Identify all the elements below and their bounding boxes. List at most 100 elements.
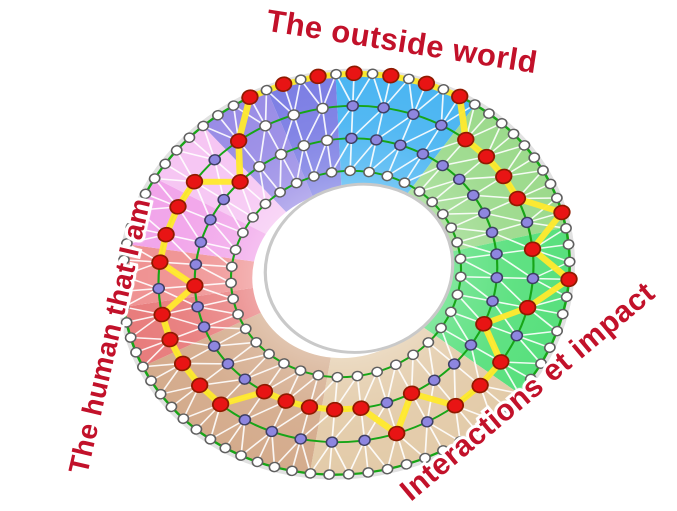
outer-ring-node[interactable] [251, 456, 264, 468]
outer-ring-node[interactable] [260, 84, 273, 96]
outer-ring-node[interactable] [116, 286, 129, 297]
outer-ring-node[interactable] [551, 325, 563, 337]
score-node[interactable] [508, 190, 527, 207]
score-node[interactable] [475, 315, 493, 332]
mid-ring-node[interactable] [208, 154, 222, 166]
outer-ring-node[interactable] [286, 465, 298, 477]
mid-ring-node[interactable] [394, 139, 407, 151]
outer-ring-node[interactable] [563, 256, 576, 268]
outer-ring-node[interactable] [437, 84, 450, 95]
inner-ring-node[interactable] [381, 170, 394, 182]
score-node[interactable] [231, 173, 249, 190]
outer-ring-node[interactable] [437, 445, 449, 456]
outer-ring-node[interactable] [227, 100, 240, 111]
score-node[interactable] [300, 399, 319, 416]
mid-ring-node[interactable] [526, 272, 540, 285]
score-node[interactable] [388, 425, 406, 442]
mid-ring-node[interactable] [486, 295, 499, 307]
mid-ring-node[interactable] [464, 339, 478, 351]
score-node[interactable] [274, 76, 293, 93]
outer-ring-node[interactable] [400, 459, 413, 470]
inner-ring-node[interactable] [371, 366, 384, 378]
mid-ring-node[interactable] [297, 139, 311, 152]
score-node[interactable] [553, 204, 571, 221]
outer-ring-node[interactable] [148, 173, 161, 184]
inner-ring-node[interactable] [290, 177, 303, 189]
mid-ring-node[interactable] [294, 433, 308, 445]
mid-ring-node[interactable] [447, 358, 461, 370]
outer-ring-node[interactable] [219, 442, 232, 454]
mid-ring-node[interactable] [477, 207, 491, 219]
score-node[interactable] [211, 396, 230, 413]
score-node[interactable] [560, 271, 578, 288]
outer-ring-node[interactable] [495, 118, 508, 129]
inner-ring-node[interactable] [308, 171, 320, 182]
score-node[interactable] [518, 299, 537, 316]
outer-ring-node[interactable] [362, 467, 375, 478]
inner-ring-node[interactable] [422, 337, 435, 348]
inner-ring-node[interactable] [436, 208, 449, 220]
inner-ring-node[interactable] [435, 322, 447, 334]
mid-ring-node[interactable] [325, 436, 339, 448]
mid-ring-node[interactable] [377, 102, 390, 114]
mid-ring-node[interactable] [407, 108, 420, 121]
inner-ring-node[interactable] [454, 271, 467, 283]
outer-ring-node[interactable] [483, 108, 495, 119]
outer-ring-node[interactable] [125, 221, 138, 233]
inner-ring-node[interactable] [398, 177, 411, 189]
inner-ring-node[interactable] [325, 167, 338, 178]
score-node[interactable] [309, 68, 327, 85]
score-node[interactable] [492, 354, 510, 371]
mid-ring-node[interactable] [253, 160, 266, 173]
outer-ring-node[interactable] [468, 99, 481, 110]
mid-ring-node[interactable] [434, 119, 448, 131]
mid-ring-node[interactable] [369, 134, 383, 146]
inner-ring-node[interactable] [351, 370, 364, 382]
outer-ring-node[interactable] [366, 68, 379, 80]
score-node[interactable] [325, 401, 344, 418]
outer-ring-node[interactable] [211, 109, 224, 121]
inner-ring-node[interactable] [236, 227, 249, 239]
score-node[interactable] [402, 385, 421, 402]
inner-ring-node[interactable] [232, 308, 244, 320]
mid-ring-node[interactable] [191, 301, 204, 313]
outer-ring-node[interactable] [136, 361, 149, 373]
inner-ring-node[interactable] [312, 369, 325, 381]
mid-ring-node[interactable] [204, 214, 217, 226]
mid-ring-node[interactable] [520, 216, 534, 229]
inner-ring-node[interactable] [259, 198, 272, 210]
outer-ring-node[interactable] [323, 469, 336, 480]
mid-ring-node[interactable] [416, 148, 430, 160]
score-node[interactable] [173, 355, 192, 372]
inner-ring-node[interactable] [227, 293, 240, 305]
mid-ring-node[interactable] [380, 397, 394, 409]
outer-ring-node[interactable] [159, 158, 172, 170]
inner-ring-node[interactable] [225, 277, 237, 289]
mid-ring-node[interactable] [189, 258, 203, 271]
inner-ring-node[interactable] [225, 261, 238, 273]
mid-ring-node[interactable] [346, 100, 360, 112]
mid-ring-node[interactable] [420, 416, 434, 428]
outer-ring-node[interactable] [116, 270, 129, 281]
mid-ring-node[interactable] [320, 134, 334, 147]
mid-ring-node[interactable] [197, 321, 211, 333]
outer-ring-node[interactable] [381, 463, 394, 475]
score-node[interactable] [255, 383, 274, 400]
outer-ring-node[interactable] [145, 375, 157, 387]
mid-ring-node[interactable] [358, 434, 371, 447]
outer-ring-node[interactable] [560, 223, 572, 234]
outer-ring-node[interactable] [165, 401, 178, 413]
score-node[interactable] [169, 198, 187, 215]
outer-ring-node[interactable] [485, 414, 498, 425]
mid-ring-node[interactable] [238, 373, 252, 385]
mid-ring-node[interactable] [217, 193, 231, 206]
score-node[interactable] [382, 67, 400, 84]
outer-ring-node[interactable] [197, 120, 210, 132]
score-node[interactable] [190, 377, 209, 394]
inner-ring-node[interactable] [407, 349, 420, 361]
score-node[interactable] [471, 377, 489, 394]
outer-ring-node[interactable] [170, 145, 183, 156]
outer-ring-node[interactable] [183, 132, 196, 144]
inner-ring-node[interactable] [344, 165, 357, 177]
outer-ring-node[interactable] [500, 401, 512, 413]
